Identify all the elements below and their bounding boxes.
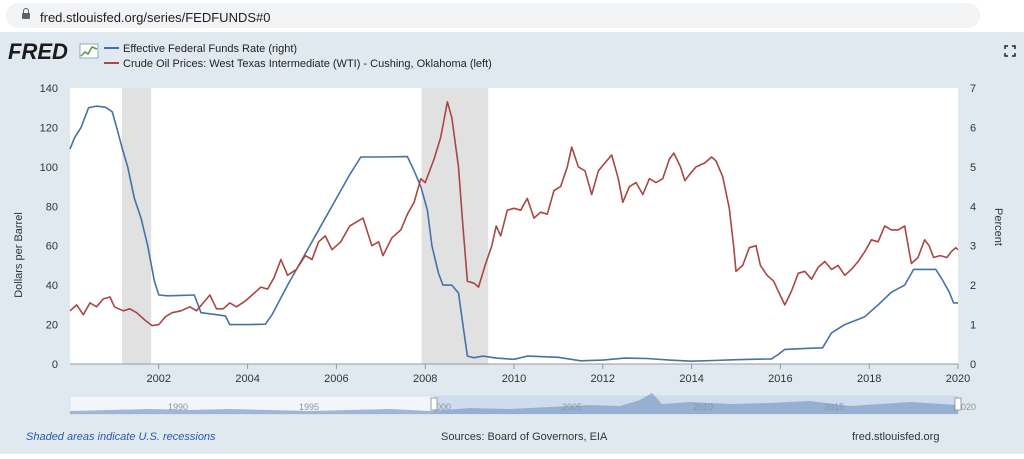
fred-logo[interactable]: FRED (8, 39, 99, 64)
address-bar: fred.stlouisfed.org/series/FEDFUNDS#0 (0, 0, 1024, 32)
site-text: fred.stlouisfed.org (852, 431, 939, 443)
plot-area (70, 88, 958, 364)
y-left-tick-label: 120 (40, 122, 58, 134)
logo-chart-icon (79, 43, 99, 59)
navigator-tick-label: 2005 (562, 402, 582, 412)
chart-svg: FRED Effective Federal Funds Rate (right… (8, 39, 1016, 443)
range-navigator[interactable]: 1990 1995 2000 2005 2010 2015 2020 (69, 393, 976, 415)
y-left-tick-label: 40 (46, 280, 58, 292)
legend-label-fedfunds: Effective Federal Funds Rate (right) (123, 43, 297, 55)
y-right-tick-label: 3 (970, 241, 976, 253)
series-line-oil[interactable] (69, 101, 959, 327)
navigator-tick-label: 1990 (168, 402, 188, 412)
recession-note[interactable]: Shaded areas indicate U.S. recessions (26, 431, 216, 443)
y-left-tick-label: 20 (46, 320, 58, 332)
legend-label-oil: Crude Oil Prices: West Texas Intermediat… (123, 58, 492, 70)
y-right-tick-label: 0 (970, 359, 976, 371)
x-tick-label: 2008 (413, 373, 437, 385)
navigator-tick-label: 2015 (824, 402, 844, 412)
x-tick-label: 2014 (679, 373, 703, 385)
y-left-tick-label: 60 (46, 241, 58, 253)
x-tick-label: 2012 (591, 373, 615, 385)
y-right-tick-label: 7 (970, 83, 976, 95)
recession-band-0 (121, 88, 152, 364)
x-tick-label: 2004 (235, 373, 259, 385)
y-left-tick-label: 80 (46, 201, 58, 213)
navigator-tick-label: 2010 (693, 402, 713, 412)
navigator-tick-label: 2020 (956, 402, 976, 412)
url-text: fred.stlouisfed.org/series/FEDFUNDS#0 (40, 10, 271, 25)
lock-icon (22, 8, 30, 19)
y-left-tick-label: 0 (52, 359, 58, 371)
logo-text: FRED (8, 39, 68, 64)
series-line-fedfunds[interactable] (69, 105, 958, 363)
sources-text: Sources: Board of Governors, EIA (441, 431, 608, 443)
y-right-label: Percent (992, 208, 1004, 246)
expand-icon[interactable] (1004, 45, 1016, 57)
navigator-series (70, 393, 958, 414)
x-tick-label: 2020 (946, 373, 970, 385)
y-right-tick-label: 1 (970, 320, 976, 332)
navigator-left-handle[interactable] (430, 397, 438, 411)
navigator-tick-label: 1995 (299, 402, 319, 412)
x-tick-label: 2002 (147, 373, 171, 385)
y-left-tick-label: 140 (40, 83, 58, 95)
chart-panel: FRED Effective Federal Funds Rate (right… (0, 32, 1024, 454)
url-field[interactable]: fred.stlouisfed.org/series/FEDFUNDS#0 (6, 3, 980, 28)
y-left-label: Dollars per Barrel (13, 212, 25, 298)
navigator-right-handle[interactable] (954, 397, 962, 411)
legend: Effective Federal Funds Rate (right) Cru… (104, 43, 492, 70)
y-right-tick-label: 4 (970, 201, 976, 213)
x-tick-label: 2018 (857, 373, 881, 385)
y-right-tick-label: 2 (970, 280, 976, 292)
navigator-tick-label: 2000 (431, 402, 451, 412)
recession-band-1 (421, 88, 489, 364)
y-right-tick-label: 6 (970, 122, 976, 134)
y-right-tick-label: 5 (970, 162, 976, 174)
x-tick-label: 2006 (324, 373, 348, 385)
x-tick-label: 2010 (502, 373, 526, 385)
x-tick-label: 2016 (768, 373, 792, 385)
y-left-tick-label: 100 (40, 162, 58, 174)
